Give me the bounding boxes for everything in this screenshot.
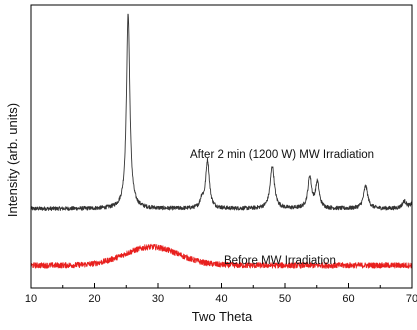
plot-frame — [30, 4, 413, 289]
x-tick-label: 50 — [279, 293, 291, 305]
series-before-mw-line — [30, 243, 413, 269]
annotation-after: After 2 min (1200 W) MW Irradiation — [190, 149, 374, 161]
x-tick-label: 70 — [406, 293, 417, 305]
tick-layer: 10 20 30 40 50 60 70 — [25, 283, 417, 305]
series-layer — [30, 13, 413, 269]
x-tick-label: 30 — [152, 293, 164, 305]
series-after-mw-line — [30, 13, 413, 212]
annotation-before: Before MW Irradiation — [224, 255, 336, 267]
x-axis-label: Two Theta — [192, 309, 253, 324]
x-tick-label: 10 — [25, 293, 37, 305]
x-tick-label: 60 — [342, 293, 354, 305]
x-tick-label: 20 — [88, 293, 100, 305]
y-axis-label: Intensity (arb. units) — [5, 103, 20, 217]
x-tick-label: 40 — [215, 293, 227, 305]
